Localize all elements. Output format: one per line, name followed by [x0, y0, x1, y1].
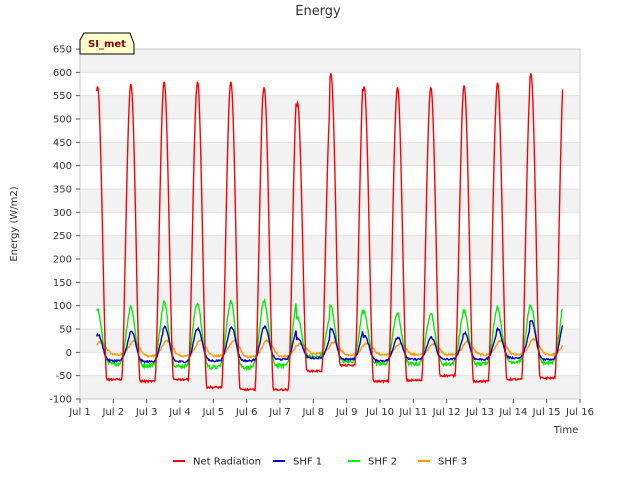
- y-axis-label: Energy (W/m2): [9, 186, 20, 261]
- y-tick-label: -50: [56, 371, 72, 382]
- x-tick-label: Jul 5: [202, 407, 225, 418]
- x-tick-label: Jul 8: [302, 407, 325, 418]
- series-line-net-radiation: [96, 73, 564, 392]
- y-tick-label: 100: [53, 301, 72, 312]
- y-tick-label: 350: [53, 185, 72, 196]
- x-tick-label: Jul 2: [102, 407, 125, 418]
- y-tick-label: 450: [53, 138, 72, 149]
- grid-band: [80, 49, 580, 73]
- x-tick-label: Jul 11: [398, 407, 427, 418]
- x-tick-label: Jul 13: [465, 407, 494, 418]
- x-tick-label: Jul 4: [168, 407, 191, 418]
- grid-band: [80, 375, 580, 399]
- y-tick-label: 550: [53, 91, 72, 102]
- x-axis-label: Time: [553, 425, 578, 436]
- x-tick-label: Jul 3: [135, 407, 158, 418]
- y-tick-label: 300: [53, 208, 72, 219]
- legend-label: SHF 2: [368, 457, 397, 468]
- series-line-shf-2: [96, 297, 564, 372]
- plot-frame: [79, 48, 581, 400]
- y-tick-label: -100: [49, 395, 72, 406]
- x-tick-label: Jul 9: [335, 407, 358, 418]
- site-badge-shape: [79, 32, 135, 55]
- grid-band: [80, 189, 580, 213]
- site-badge: SI_met: [79, 32, 135, 55]
- x-tick-label: Jul 12: [432, 407, 461, 418]
- y-tick-label: 400: [53, 161, 72, 172]
- x-tick-label: Jul 14: [498, 407, 527, 418]
- legend: Net Radiation SHF 1 SHF 2 SHF 3: [173, 457, 467, 468]
- y-tick-label: 650: [53, 45, 72, 56]
- series-line-shf-1: [96, 319, 564, 364]
- y-tick-label: 200: [53, 255, 72, 266]
- y-tick-label: 250: [53, 231, 72, 242]
- x-tick-label: Jul 7: [268, 407, 291, 418]
- y-axis-ticks: -100 -50 0 50 100 150 200 250 300 350 400 450 500 550…: [49, 45, 80, 406]
- chart-title: Energy: [295, 4, 341, 19]
- grid-band: [80, 235, 580, 259]
- site-badge-label: SI_met: [88, 39, 126, 50]
- legend-label: Net Radiation: [193, 457, 261, 468]
- y-tick-label: 0: [66, 348, 72, 359]
- grid-band: [80, 142, 580, 166]
- x-tick-label: Jul 16: [565, 407, 594, 418]
- y-tick-label: 500: [53, 115, 72, 126]
- y-tick-label: 150: [53, 278, 72, 289]
- x-axis-ticks: Jul 1 Jul 2 Jul 3 Jul 4 Jul 5 Jul 6 Jul 7 Jul 8…: [68, 399, 594, 418]
- x-tick-label: Jul 6: [235, 407, 258, 418]
- x-tick-label: Jul 1: [68, 407, 91, 418]
- legend-label: SHF 1: [293, 457, 322, 468]
- x-tick-label: Jul 15: [532, 407, 561, 418]
- x-tick-label: Jul 10: [365, 407, 394, 418]
- series-layer: [96, 73, 564, 392]
- y-tick-label: 600: [53, 68, 72, 79]
- grid-band: [80, 282, 580, 306]
- y-tick-label: 50: [59, 325, 72, 336]
- series-line-shf-3: [96, 338, 564, 359]
- legend-label: SHF 3: [438, 457, 467, 468]
